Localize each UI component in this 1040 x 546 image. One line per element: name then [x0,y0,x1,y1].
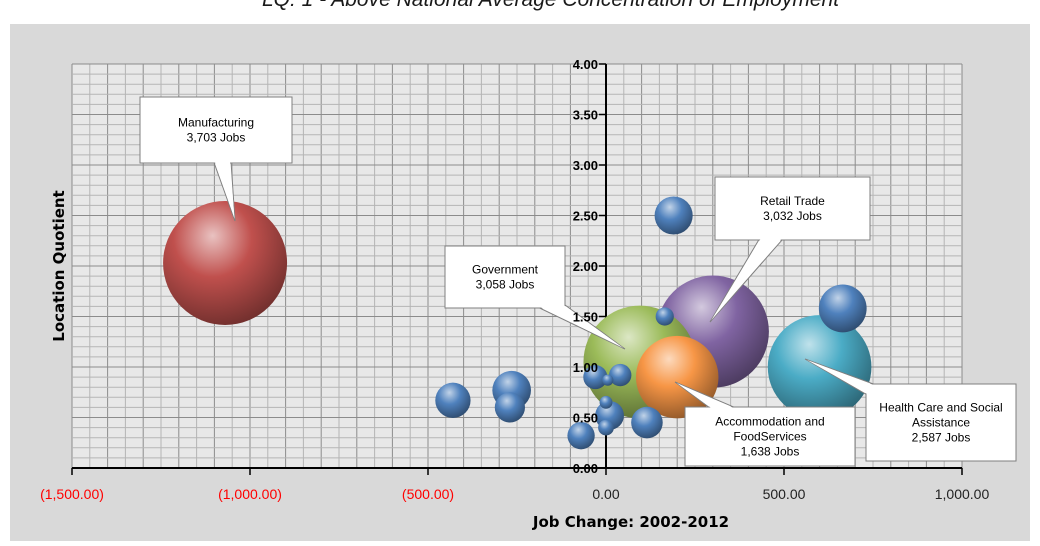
bubble [494,392,525,423]
callout-label: 3,703 Jobs [187,131,246,145]
bubble [635,335,719,419]
y-tick-label: 4.00 [573,57,598,72]
callout-label: Health Care and Social [879,401,1002,415]
bubble [602,374,614,386]
callout-label: 3,058 Jobs [476,278,535,292]
chart-title-strip: LQ: 1 - Above National Average Concentra… [0,0,1040,20]
x-axis-title: Job Change: 2002-2012 [532,513,729,531]
bubble [567,422,595,450]
y-tick-label: 0.00 [573,461,598,476]
bubble [609,363,632,387]
chart-title: LQ: 1 - Above National Average Concentra… [262,0,839,12]
callout-pointer-fill [806,359,946,433]
y-tick-label: 3.00 [573,158,598,173]
x-tick-label: 500.00 [763,486,806,502]
bubble [163,200,288,325]
callout-label: 3,032 Jobs [763,209,822,223]
axis-labels: 0.00 0.50 1.00 1.50 2.00 2.50 3.00 3.50 4.00 (1,5… [40,57,989,531]
callout-label: 2,587 Jobs [912,431,971,445]
bubbles [163,196,872,450]
callout-label: Retail Trade [760,194,825,208]
callout-pointer-fill [499,267,624,348]
y-tick-label: 1.50 [573,310,598,325]
bubble [818,284,867,333]
chart-area: Manufacturing 3,703 Jobs Retail Trade 3,032… [10,24,1030,541]
bubble [654,196,693,235]
x-tick-label: (500.00) [402,486,454,502]
bubble [655,307,674,326]
callout-label: 1,638 Jobs [741,445,800,459]
callout-label: Government [472,263,539,277]
y-tick-label: 0.50 [573,411,598,426]
bubble [435,382,471,418]
bubble [599,395,613,409]
x-tick-label: 0.00 [592,486,619,502]
y-tick-label: 2.50 [573,209,598,224]
x-tick-label: 1,000.00 [935,486,990,502]
callout-label: FoodServices [733,430,806,444]
y-axis-title: Location Quotient [50,190,68,341]
y-tick-label: 3.50 [573,108,598,123]
y-tick-label: 1.00 [573,360,598,375]
bubble [598,419,614,436]
callout-label: Manufacturing [178,116,254,130]
x-tick-label: (1,000.00) [218,486,282,502]
callout-pointer-fill [204,127,235,220]
x-tick-label: (1,500.00) [40,486,104,502]
callout-pointer-fill [676,382,776,447]
callout-pointer-fill [711,201,802,321]
bubble [583,365,608,390]
callout-label: Accommodation and [715,415,824,429]
bubble [631,406,663,439]
callout-label: Assistance [912,416,970,430]
y-tick-label: 2.00 [573,259,598,274]
